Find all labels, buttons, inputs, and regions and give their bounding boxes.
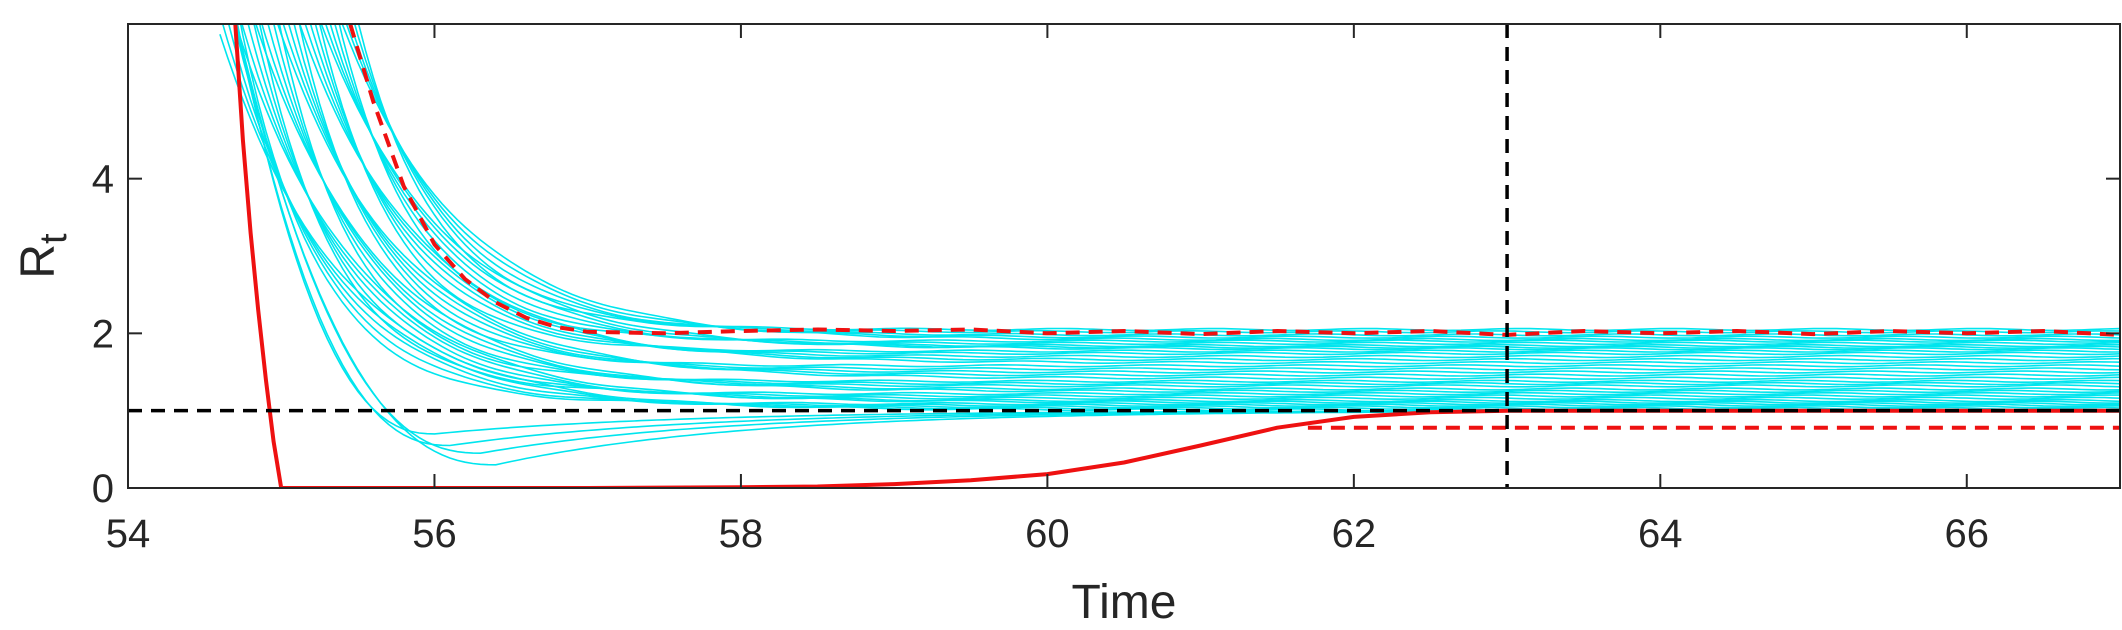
x-axis-label: Time (1072, 576, 1177, 629)
ensemble-trajectory (304, 24, 2120, 362)
x-tick-label: 66 (1945, 512, 1990, 556)
ensemble-trajectory (324, 24, 2120, 350)
y-axis-label-subscript: t (33, 233, 75, 244)
ensemble-trajectory (318, 24, 2120, 353)
ticks-layer: 54 56 58 60 62 64 66 0 2 4 (92, 24, 2120, 556)
ensemble-trajectory (293, 24, 2120, 371)
ensemble-trajectory (227, 24, 2120, 409)
ensemble-trajectory (241, 24, 2120, 403)
ensemble-trajectory (334, 24, 2120, 346)
reference-lines-layer (128, 24, 2120, 488)
y-tick-label: 4 (92, 158, 114, 202)
ensemble-trajectory (320, 24, 2120, 351)
x-tick-label: 58 (719, 512, 764, 556)
ensemble-trajectory (287, 24, 2120, 374)
ensemble-trajectory (298, 24, 2120, 368)
ensemble-trajectory (329, 24, 2120, 348)
ensemble-trajectory (338, 24, 2120, 343)
ensemble-trajectory (345, 24, 2120, 339)
y-tick-label: 0 (92, 467, 114, 511)
ensemble-trajectory (276, 24, 2120, 380)
x-tick-label: 62 (1332, 512, 1377, 556)
series-layer (219, 24, 2120, 488)
x-tick-label: 64 (1638, 512, 1683, 556)
svg-text:Rt: Rt (12, 233, 75, 279)
y-axis-label-main: R (12, 244, 65, 279)
ensemble-trajectory (314, 24, 2120, 356)
ensemble-trajectory (261, 24, 2120, 391)
x-tick-label: 60 (1025, 512, 1070, 556)
ensemble-trajectory (282, 24, 2120, 377)
y-tick-label: 2 (92, 312, 114, 356)
x-tick-label: 56 (412, 512, 457, 556)
plot-frame (127, 23, 2121, 489)
ensemble-trajectory (247, 24, 2120, 401)
ensemble-trajectory (341, 24, 2120, 342)
ensemble-trajectory (258, 24, 2120, 396)
ensemble-trajectory (298, 24, 2120, 365)
ensemble-trajectory (235, 24, 2120, 404)
ensemble-trajectory (253, 24, 2120, 398)
ensemble-trajectory (272, 24, 2120, 386)
y-axis-label: Rt (12, 233, 75, 279)
ensemble-trajectory (267, 24, 2120, 388)
ensemble-trajectory (255, 24, 2120, 394)
x-tick-label: 54 (106, 512, 151, 556)
ensemble-trajectory (221, 24, 2120, 411)
ensemble-trajectory (309, 24, 2120, 359)
ensemble-trajectory (278, 24, 2120, 384)
estimate-upper-line (348, 24, 2120, 337)
